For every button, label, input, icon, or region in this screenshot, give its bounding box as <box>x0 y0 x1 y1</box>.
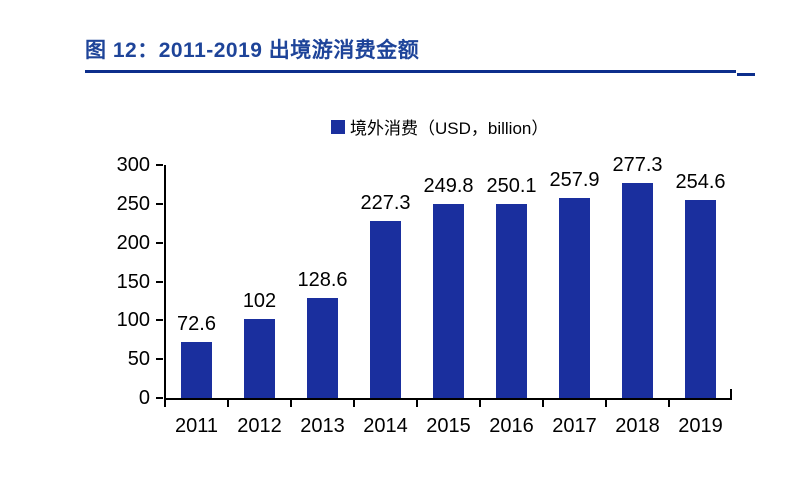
y-axis-tick-label: 0 <box>138 387 150 409</box>
bar-value-label: 128.6 <box>297 269 348 291</box>
y-axis-tick-label: 50 <box>127 348 150 371</box>
y-axis-tick <box>156 164 163 166</box>
bar <box>559 198 590 398</box>
x-axis-line <box>164 398 732 400</box>
chart-legend: 境外消费（USD，billion） <box>331 114 548 139</box>
x-axis-label: 2013 <box>300 415 345 437</box>
figure-title: 图 12：2011-2019 出境游消费金额 <box>85 39 420 62</box>
title-underline <box>85 70 736 73</box>
x-axis-label: 2014 <box>363 415 408 437</box>
bar <box>370 221 401 398</box>
bar <box>307 298 338 398</box>
y-axis-line <box>164 165 166 400</box>
bar-value-label: 102 <box>242 290 277 312</box>
x-axis-label: 2019 <box>678 415 723 437</box>
x-axis-tick <box>164 400 166 407</box>
x-axis-label: 2015 <box>426 415 471 437</box>
legend-label: 境外消费（USD，billion） <box>350 119 549 138</box>
y-axis-tick-label: 100 <box>116 309 150 332</box>
x-axis-tick <box>416 400 418 407</box>
bar <box>181 342 212 398</box>
bar-value-label: 257.9 <box>549 169 600 191</box>
y-axis-tick-label: 250 <box>116 192 150 215</box>
x-axis-label: 2012 <box>237 415 282 437</box>
bar <box>622 183 653 398</box>
x-axis-tick <box>542 400 544 407</box>
bar <box>496 204 527 398</box>
bar <box>685 200 716 398</box>
y-axis-tick <box>156 397 163 399</box>
bar <box>244 319 275 398</box>
bar-value-label: 250.1 <box>486 175 537 197</box>
x-axis-label: 2016 <box>489 415 534 437</box>
x-axis-tick <box>479 400 481 407</box>
x-axis-label: 2017 <box>552 415 597 437</box>
y-axis-tick <box>156 280 163 283</box>
x-axis-end-tick <box>730 389 732 398</box>
x-axis-tick <box>290 400 292 407</box>
y-axis-tick <box>156 358 163 361</box>
x-axis-tick <box>605 400 607 407</box>
x-axis-tick <box>353 400 355 407</box>
y-axis-tick <box>156 202 163 205</box>
y-axis-tick <box>156 241 163 244</box>
bar <box>433 204 464 398</box>
y-axis-tick-label: 200 <box>116 231 150 254</box>
bar-value-label: 72.6 <box>177 313 216 335</box>
bar-value-label: 249.8 <box>423 175 474 197</box>
bar-value-label: 227.3 <box>360 192 411 214</box>
bar-value-label: 277.3 <box>612 154 663 176</box>
y-axis-tick-label: 150 <box>116 270 150 293</box>
x-axis-tick <box>668 400 670 407</box>
x-axis-tick <box>227 400 229 407</box>
bar-value-label: 254.6 <box>675 171 726 193</box>
plot-area: 0 50 100 150 200 250 300 72.6 2011 102 2012 128.6 20… <box>117 154 732 437</box>
x-axis-label: 2011 <box>174 415 218 437</box>
legend-marker-square <box>331 119 345 134</box>
title-underline-dash <box>737 73 755 76</box>
x-axis-label: 2018 <box>615 415 660 437</box>
y-axis-tick <box>156 319 163 322</box>
y-axis-tick-label: 300 <box>116 154 150 176</box>
